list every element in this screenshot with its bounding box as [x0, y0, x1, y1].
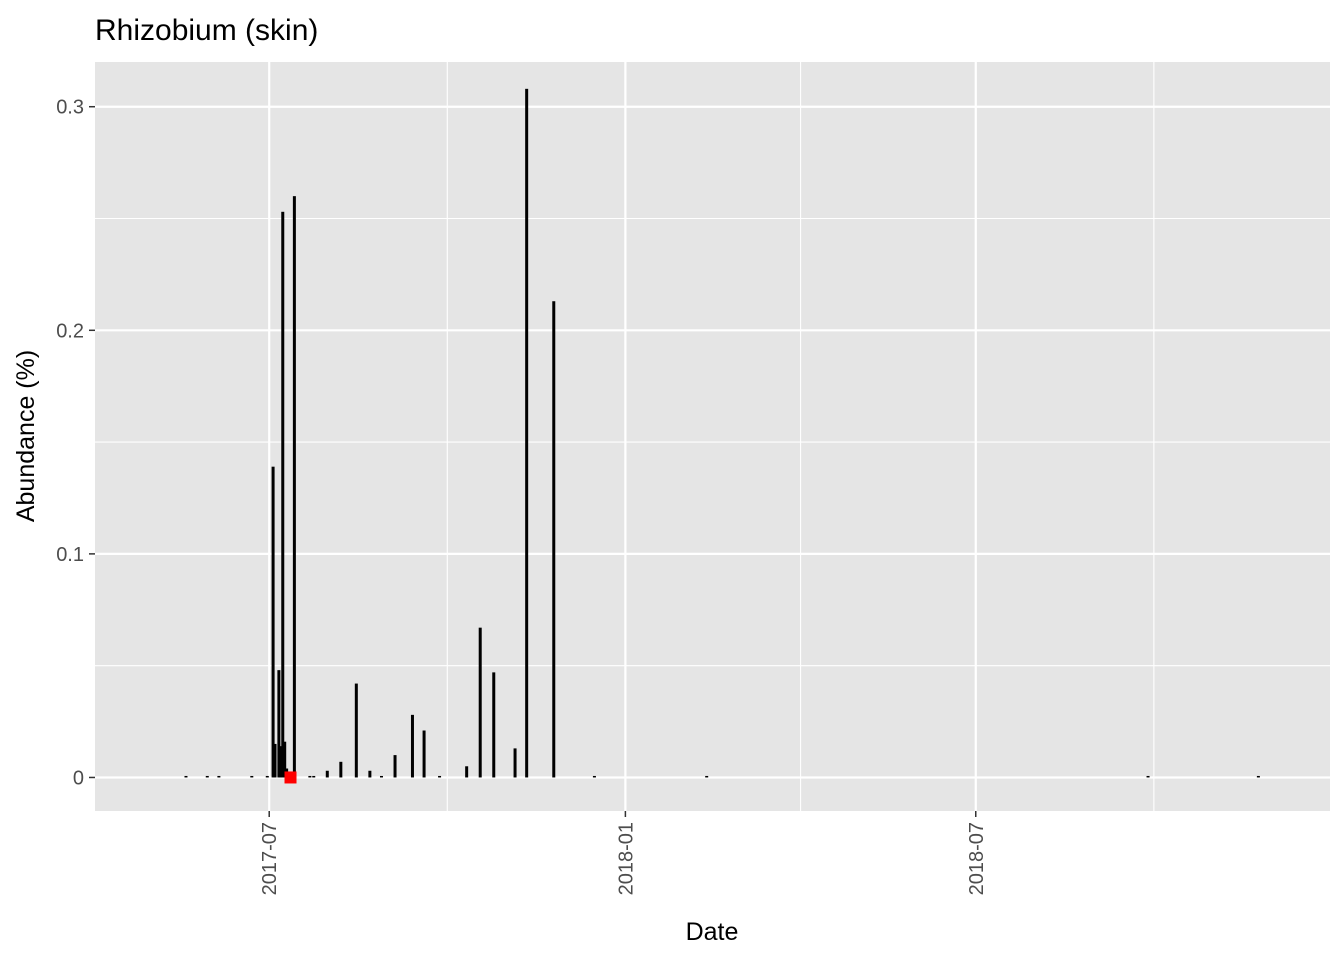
- bar: [184, 775, 188, 778]
- bar: [422, 730, 426, 778]
- bar: [354, 683, 358, 778]
- bar: [308, 775, 312, 778]
- bar: [312, 775, 316, 778]
- y-axis-title: Abundance (%): [12, 350, 40, 522]
- y-tick-label: 0.2: [56, 320, 84, 342]
- x-axis-title: Date: [686, 918, 739, 946]
- bar: [271, 466, 275, 778]
- bar: [1146, 775, 1150, 778]
- bar: [705, 775, 709, 778]
- bar: [379, 775, 383, 778]
- bar: [492, 672, 496, 778]
- bar: [292, 196, 296, 778]
- x-tick-label: 2018-01: [615, 822, 637, 895]
- bar: [393, 755, 397, 778]
- bar: [283, 741, 287, 778]
- x-tick-label: 2017-07: [259, 822, 281, 895]
- bar: [368, 770, 372, 778]
- bar: [273, 743, 277, 778]
- bar: [478, 627, 482, 778]
- bar: [217, 775, 221, 778]
- x-tick-label: 2018-07: [966, 822, 988, 895]
- x-axis: 2017-07 2018-01 2018-07: [259, 811, 988, 895]
- y-tick-label: 0.3: [56, 97, 84, 119]
- highlight-marker-group: [284, 771, 297, 784]
- y-tick-label: 0: [73, 767, 84, 789]
- plot-panel: [95, 62, 1330, 811]
- bar: [1256, 775, 1260, 778]
- bar: [281, 211, 285, 778]
- chart-title: Rhizobium (skin): [95, 14, 318, 47]
- y-axis: 0 0.1 0.2 0.3: [56, 97, 95, 789]
- bar: [438, 775, 442, 778]
- highlight-marker: [284, 771, 297, 784]
- bar: [552, 301, 556, 778]
- bar: [325, 770, 329, 778]
- bar: [410, 714, 414, 778]
- bar: [265, 775, 269, 778]
- bar-series: [184, 88, 1260, 778]
- bar: [465, 766, 469, 778]
- grid-lines: [95, 62, 1330, 811]
- bar: [277, 670, 281, 778]
- bar: [205, 775, 209, 778]
- bar: [592, 775, 596, 778]
- bar: [525, 88, 529, 778]
- bar: [279, 746, 283, 778]
- bar: [250, 775, 254, 778]
- bar: [339, 761, 343, 778]
- y-tick-label: 0.1: [56, 544, 84, 566]
- bar: [513, 748, 517, 778]
